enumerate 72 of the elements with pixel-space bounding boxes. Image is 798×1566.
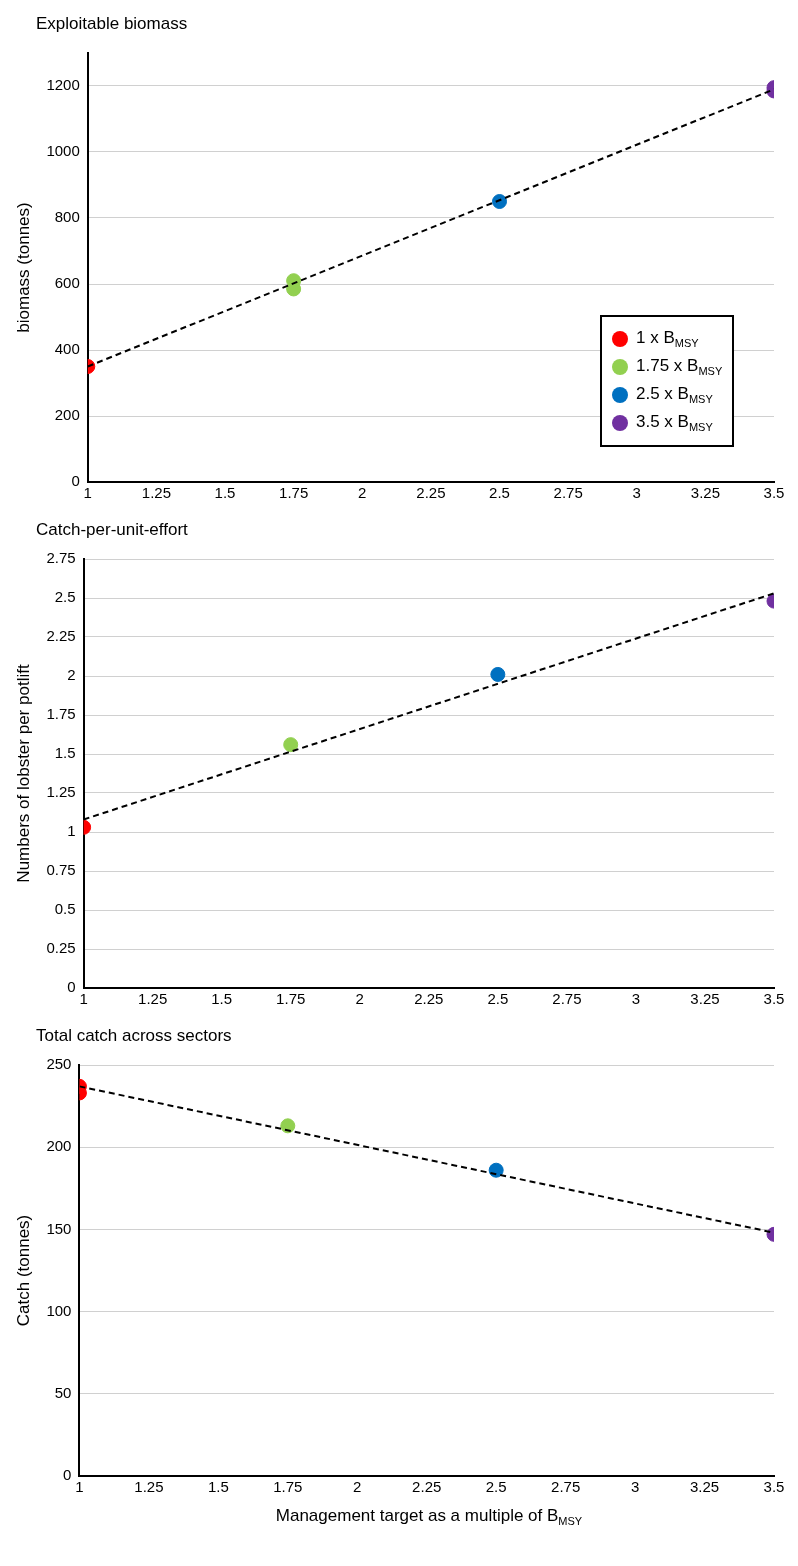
x-tick-label: 2.25 [414,990,444,1008]
x-tick-label: 3 [632,484,641,502]
x-tick-label: 3.5 [763,484,785,502]
y-tick-label: 0 [71,472,80,490]
y-tick-label: 50 [54,1383,72,1401]
y-tick-label: 800 [54,208,80,226]
legend-label: 3.5 x B$_{MSY}$ [636,412,713,434]
x-tick-label: 1.75 [273,1478,303,1496]
y-tick-label: 2.25 [46,627,76,645]
y-tick-label: 2.75 [46,549,76,567]
y-tick-label: 150 [46,1219,72,1237]
y-tick-label: 1200 [46,76,80,94]
x-tick-label: 2.5 [485,1478,507,1496]
y-tick-label: 100 [46,1301,72,1319]
point [488,1162,504,1178]
legend-label: 2.5 x B$_{MSY}$ [636,384,713,406]
y-tick-label: 1000 [46,142,80,160]
y-tick-label: 1.75 [46,705,76,723]
y-tick-label: 0.5 [54,900,76,918]
x-axis-title: Management target as a multiple of B$_{MSY}$ [274,1505,584,1528]
y-tick-label: 2.5 [54,588,76,606]
x-tick-label: 2.75 [553,484,583,502]
x-tick-label: 1 [83,484,92,502]
x-tick-label: 2.5 [487,990,509,1008]
x-tick-label: 2.25 [416,484,446,502]
y-tick-label: 0.25 [46,939,76,957]
x-tick-label: 3.5 [763,990,785,1008]
y-tick-label: 1.25 [46,783,76,801]
x-tick-label: 1.25 [134,1478,164,1496]
point [490,666,506,682]
y-axis-title: biomass (tonnes) [13,202,33,333]
x-tick-label: 2 [355,990,364,1008]
x-tick-label: 3.25 [689,1478,720,1496]
x-tick-label: 2.75 [551,1478,581,1496]
chart-title: Exploitable biomass [35,13,189,35]
x-tick-label: 1.75 [276,990,306,1008]
point [492,194,508,209]
x-tick-label: 1.75 [279,484,309,502]
x-tick-label: 1.5 [211,990,233,1008]
chart-title: Total catch across sectors [35,1025,233,1047]
y-tick-label: 600 [54,274,80,292]
y-tick-label: 0 [63,1466,72,1484]
y-axis-title: Catch (tonnes) [13,1214,33,1327]
legend-label: 1 x B$_{MSY}$ [636,328,699,350]
x-tick-label: 3 [630,1478,640,1496]
x-tick-label: 3.5 [763,1478,785,1496]
y-tick-label: 400 [54,340,80,358]
x-tick-label: 1.5 [214,484,236,502]
chart-title: Catch-per-unit-effort [35,519,189,541]
x-tick-label: 3 [631,990,641,1008]
y-tick-label: 200 [46,1137,72,1155]
x-tick-label: 3.25 [690,990,720,1008]
x-tick-label: 2.75 [552,990,582,1008]
x-tick-label: 2.5 [489,484,510,502]
y-tick-label: 250 [46,1055,72,1073]
x-tick-label: 2.25 [412,1478,442,1496]
x-tick-label: 1.25 [138,990,168,1008]
point [283,737,299,753]
legend-label: 1.75 x B$_{MSY}$ [636,356,723,378]
point [280,1118,296,1134]
x-tick-label: 2 [353,1478,362,1496]
y-tick-label: 0 [67,978,76,996]
y-tick-label: 1.5 [54,744,76,762]
x-tick-label: 3.25 [690,484,720,502]
x-tick-label: 1.5 [207,1478,229,1496]
y-tick-label: 0.75 [46,861,76,879]
y-tick-label: 1 [67,822,76,840]
y-tick-label: 2 [67,666,76,684]
y-tick-label: 200 [54,406,80,424]
x-tick-label: 2 [358,484,367,502]
x-tick-label: 1.25 [141,484,171,502]
y-axis-title: Numbers of lobster per potlift [13,664,33,883]
